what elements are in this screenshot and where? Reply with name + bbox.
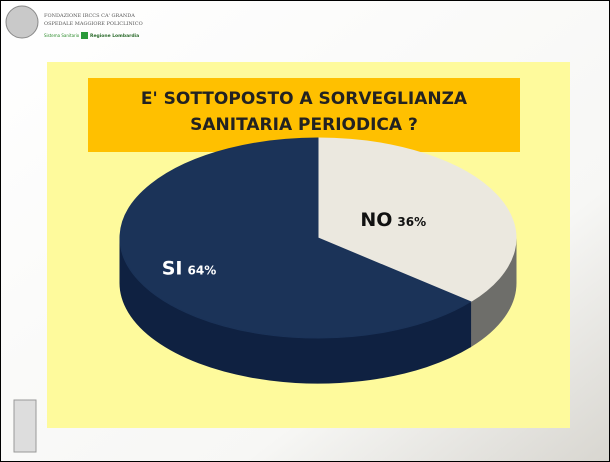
pie: NO 36% SI 64% [119, 137, 517, 384]
category-label: NO [360, 209, 392, 231]
pie-slice [119, 137, 472, 339]
region-logo [81, 32, 88, 39]
category-label: SI [162, 258, 183, 280]
system: Sistema Sanitario [44, 33, 80, 38]
value-label: 64% [188, 264, 217, 278]
institution: FONDAZIONE IRCCS CA' GRANDA [44, 13, 135, 19]
region: Regione Lombardia [90, 33, 139, 39]
data-label: NO 36% [360, 209, 426, 231]
logo [5, 5, 39, 39]
hospital: OSPEDALE MAGGIORE POLICLINICO [44, 21, 143, 27]
value-label: 36% [397, 215, 426, 229]
data-label: SI 64% [162, 258, 217, 280]
side-logo [13, 399, 37, 453]
pie-slice [317, 137, 517, 303]
chart-title: E' SOTTOPOSTO A SORVEGLIANZA SANITARIA PE… [141, 89, 468, 135]
